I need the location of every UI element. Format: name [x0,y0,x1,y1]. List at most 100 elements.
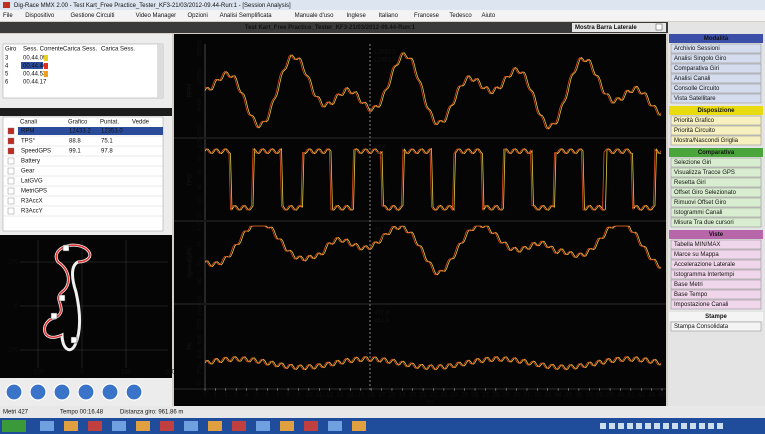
sidebar-button-label: Analisi Canali [674,76,710,82]
tray-icon [609,423,615,429]
time-tick-label: 39 [607,393,614,399]
map-marker [63,245,69,251]
sidebar-section-title: Disposizione [697,108,735,114]
zoom-button[interactable] [126,384,142,400]
menu-item[interactable]: Manuale d'uso [295,13,335,19]
map-x-tick: 200 [165,370,176,376]
zoom-button[interactable] [6,384,22,400]
channel-header: Vedde [132,120,150,126]
map-x-tick: 100 [121,370,132,376]
taskbar-icon[interactable] [112,421,126,431]
taskbar-icon[interactable] [208,421,222,431]
sidebar-button-label: Resetta Giri [674,180,706,186]
channel-checkbox[interactable] [8,188,14,194]
time-tick-label: 25 [461,393,468,399]
channel-cell: LatGVG [21,179,43,185]
channel-cell: RPM [21,129,34,135]
taskbar-icon[interactable] [136,421,150,431]
time-tick-label: 29 [503,393,510,399]
time-tick-label: 21 [420,393,427,399]
plot-channel: TPS° [188,172,194,187]
channel-header: Puntat. [100,120,119,126]
time-unit: sec [425,400,434,406]
menu-item[interactable]: Italiano [379,13,399,19]
menu-item[interactable]: Aiuto [482,13,496,19]
menu-item[interactable]: File [3,13,13,19]
menu-item[interactable]: Dispositivo [25,13,55,19]
channel-cell: 12353.0 [101,129,123,135]
menu-item[interactable]: Opzioni [188,13,208,19]
taskbar-icon[interactable] [328,421,342,431]
time-tick-label: 12 [326,393,333,399]
taskbar-icon[interactable] [256,421,270,431]
taskbar-icon[interactable] [64,421,78,431]
lap-color [44,55,48,61]
taskbar-icon[interactable] [88,421,102,431]
sidebar-button-label: Consolle Circuito [674,86,720,92]
zoom-button[interactable] [102,384,118,400]
time-tick-label: 37 [586,393,593,399]
sidebar-button-label: Comparativa Giri [674,66,719,72]
menu-item[interactable]: Gestione Circuiti [71,13,115,19]
time-tick-label: 36 [576,393,583,399]
map-y-tick: 100 [8,260,19,266]
channel-checkbox[interactable] [8,198,14,204]
readout-current: 99.1 [374,228,386,234]
time-tick-label: 14 [347,393,354,399]
time-tick-label: 10 [306,393,313,399]
time-tick-label: 11 [316,393,323,399]
plot-y-tick: 400 [198,348,204,359]
plot-y-tick: 60 [198,168,204,175]
taskbar-icon[interactable] [184,421,198,431]
tray-icon [699,423,705,429]
taskbar-icon[interactable] [280,421,294,431]
map-marker [71,337,77,343]
time-tick-label: 22 [430,393,437,399]
zoom-button[interactable] [54,384,70,400]
sidebar-checkbox[interactable] [656,24,662,30]
channel-cell: MetriGPS [21,189,47,195]
menu-item[interactable]: Francese [414,13,440,19]
session-title: Test Kart_Free Practice_Tester_KF3-21/03… [245,25,416,31]
menu-item[interactable]: Inglese [347,13,367,19]
readout-compare: 454.4 [374,319,390,325]
channel-checkbox[interactable] [8,138,14,144]
taskbar-icon[interactable] [160,421,174,431]
taskbar-icon[interactable] [304,421,318,431]
sidebar-section-title: Comparativa [698,150,735,156]
channel-checkbox[interactable] [8,148,14,154]
map-marker [51,313,57,319]
sidebar-button-label: Misura Tra due cursori [674,220,734,226]
chart-area [174,34,666,406]
sidebar-button-label: Selezione Giri [674,160,711,166]
zoom-button[interactable] [78,384,94,400]
taskbar-icon[interactable] [40,421,54,431]
menu-item[interactable]: Analisi Semplificata [220,13,273,19]
plot-y-tick: 80 [198,154,204,161]
channel-checkbox[interactable] [8,168,14,174]
menu-item[interactable]: Video Manager [136,13,177,19]
channel-checkbox[interactable] [8,178,14,184]
menu-item[interactable]: Tedesco [449,13,472,19]
channel-cell: 97.8 [101,149,113,155]
sidebar-section-title: Stampe [705,314,727,320]
readout-compare: 75.1 [374,153,386,159]
channel-checkbox[interactable] [8,208,14,214]
start-button[interactable] [2,420,26,432]
sidebar-button-label: Accelerazione Laterale [674,262,736,268]
sidebar-button-label: Vista Satellitare [674,96,716,102]
sidebar-toggle[interactable]: Mostra Barra Laterale [575,25,637,31]
map-y-tick: -100 [6,348,19,354]
channel-checkbox[interactable] [8,128,14,134]
channel-checkbox[interactable] [8,158,14,164]
zoom-button[interactable] [30,384,46,400]
plot-y-tick: 20 [198,197,204,204]
sidebar-button-label: Priorità Circuito [674,128,716,134]
lap-color [44,71,48,77]
lap-scrollbar [157,44,163,98]
sidebar-button-label: Mostra/Nascondi Griglia [674,138,739,144]
taskbar-icon[interactable] [352,421,366,431]
tray-icon [654,423,660,429]
sidebar-button-label: Visualizza Tracce GPS [674,170,735,176]
taskbar-icon[interactable] [232,421,246,431]
